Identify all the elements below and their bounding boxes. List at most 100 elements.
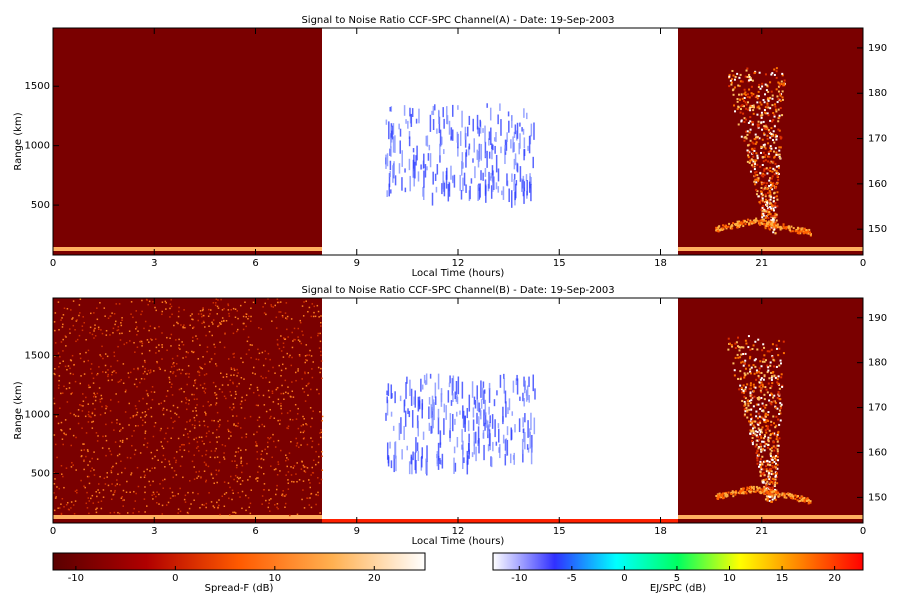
colorbar-tick-label: 5 [674,573,680,584]
speckle [83,449,85,451]
speckle [150,451,153,454]
speckle [172,372,174,375]
speckle [193,499,195,501]
speckle [141,352,143,355]
plume [759,460,762,463]
plume [774,213,777,216]
plume [781,114,784,117]
plume [718,492,721,495]
speckle [69,367,71,370]
echo-streak [436,164,439,175]
echo-streak [430,404,433,419]
speckle [160,427,162,430]
speckle [240,400,243,403]
plume [763,145,766,148]
plume [772,111,775,114]
speckle [306,354,308,356]
echo-streak [433,402,435,421]
plume [768,377,771,380]
echo-streak [518,418,521,433]
speckle [191,313,193,315]
echo-streak [479,121,482,134]
speckle [275,327,278,329]
echo-streak [529,134,532,145]
speckle [200,477,202,479]
echo-streak [398,163,401,174]
echo-streak [473,138,476,153]
plume [770,147,773,150]
speckle [209,456,212,459]
speckle [120,428,122,431]
plume [743,97,746,100]
echo-streak [446,106,448,125]
echo-streak [437,373,440,390]
speckle [117,473,119,475]
bottom-echo [53,247,322,251]
plume [763,420,766,423]
speckle [96,458,99,460]
speckle [120,379,122,381]
speckle [281,384,283,387]
plume [778,149,781,152]
plume [747,404,750,407]
plume [754,358,757,361]
speckle [84,415,87,418]
echo-streak [386,396,388,404]
speckle [199,507,201,509]
speckle [144,367,146,370]
plume [801,495,804,498]
speckle [194,382,196,384]
speckle [68,387,71,389]
speckle [60,465,63,467]
plume [782,223,785,226]
speckle [197,475,200,478]
speckle [240,376,243,379]
plume [771,175,774,178]
speckle [199,366,201,368]
echo-streak [411,458,413,475]
plume [748,222,751,225]
speckle [104,435,107,437]
plume [767,142,770,145]
speckle [232,307,235,310]
plume [791,230,794,233]
echo-streak [523,398,525,407]
speckle [86,449,89,451]
plume [772,160,775,163]
plume [761,216,764,219]
plume [774,426,777,429]
day-region [322,28,678,255]
speckle [153,493,155,496]
echo-streak [430,425,432,434]
echo-streak [490,127,492,146]
speckle [54,478,56,480]
plume [770,385,773,388]
plume [773,480,776,483]
speckle [109,512,112,514]
echo-streak [456,131,459,143]
plume [778,153,781,156]
plume [767,99,770,102]
speckle [151,398,154,401]
echo-streak [425,458,427,474]
echo-streak [390,189,392,194]
plume [776,191,779,194]
speckle [249,415,252,418]
plume [739,370,742,373]
speckle [249,320,252,322]
plume [762,378,765,381]
echo-streak [483,389,486,394]
speckle [147,394,149,397]
echo-streak [533,122,535,140]
speckle [93,392,95,395]
speckle [146,393,149,395]
speckle [114,489,116,492]
speckle [254,373,256,375]
speckle [177,508,180,510]
speckle [104,315,106,317]
plume [774,195,777,198]
echo-streak [490,185,493,199]
speckle [118,332,121,335]
plume [753,395,756,398]
speckle [183,444,185,446]
